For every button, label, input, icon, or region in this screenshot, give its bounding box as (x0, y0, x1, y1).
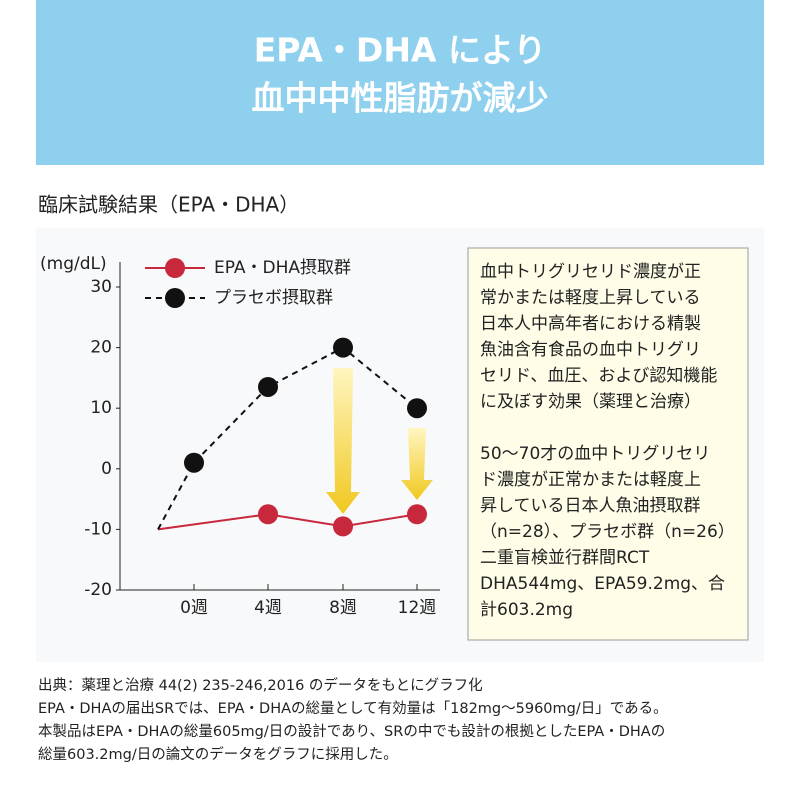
point (258, 504, 278, 525)
footer-line: 出典：薬理と治療 44(2) 235-246,2016 のデータをもとにグラフ化 (38, 676, 483, 694)
note-line: 魚油含有食品の血中トリグリ (480, 340, 701, 360)
title-line: 血中中性脂肪が減少 (252, 79, 549, 118)
note-line: 二重盲検並行群間RCT (480, 548, 650, 568)
note-line: 50〜70才の血中トリグリセリ (480, 444, 710, 464)
footer-line: 本製品はEPA・DHAの総量605mg/日の設計であり、SRの中でも設計の根拠と… (38, 723, 665, 740)
subtitle: 臨床試験結果（EPA・DHA） (38, 193, 299, 217)
point (407, 504, 427, 525)
arrow (401, 428, 433, 500)
point (333, 337, 353, 358)
y-axis-label: (mg/dL) (40, 254, 107, 274)
x-tick-label: 12週 (398, 598, 437, 618)
point (333, 516, 353, 537)
point (258, 376, 278, 397)
footer-line: EPA・DHAの届出SRでは、EPA・DHAの総量として有効量は「182mg〜5… (38, 700, 668, 717)
x-tick-label: 8週 (329, 598, 357, 618)
note-line: セリド、血圧、および認知機能 (480, 366, 717, 386)
note-line: （n=28）、プラセボ群（n=26） (480, 522, 735, 542)
y-tick-label: 0 (101, 459, 112, 479)
note-box (467, 247, 749, 641)
note-line: に及ぼす効果（薬理と治療） (480, 392, 701, 412)
note-line: 昇している日本人魚油摂取群 (480, 496, 701, 516)
point (184, 452, 204, 473)
note-line: ド濃度が正常かまたは軽度上 (480, 470, 701, 490)
legend-label: プラセボ摂取群 (214, 288, 333, 308)
x-tick-label: 0週 (180, 598, 208, 618)
note-line: 血中トリグリセリド濃度が正 (480, 262, 701, 282)
note: 血中トリグリセリド濃度が正常かまたは軽度上昇している日本人中高年者における精製魚… (480, 262, 735, 620)
y-tick-label: 30 (90, 277, 112, 297)
series-line (157, 513, 418, 531)
note-line: DHA544mg、EPA59.2mg、合 (480, 574, 725, 594)
title-line: EPA・DHA により (254, 31, 547, 70)
note-line: 日本人中高年者における精製 (480, 314, 701, 334)
footer: 出典：薬理と治療 44(2) 235-246,2016 のデータをもとにグラフ化… (38, 676, 668, 763)
point (407, 398, 427, 419)
y-tick-label: -10 (84, 519, 112, 539)
footer-line: 総量603.2mg/日の論文のデータをグラフに採用した。 (38, 745, 398, 763)
y-tick-label: 10 (90, 398, 112, 418)
arrow (326, 368, 360, 514)
note-line: 常かまたは軽度上昇している (480, 288, 701, 308)
y-tick-label: -20 (84, 580, 112, 600)
note-line: 計603.2mg (480, 600, 573, 620)
header-banner (36, 0, 764, 165)
legend-label: EPA・DHA摂取群 (214, 258, 351, 278)
legend-marker (165, 258, 185, 278)
x-tick-label: 4週 (254, 598, 282, 618)
y-tick-label: 20 (90, 338, 112, 358)
legend-marker (165, 288, 185, 308)
